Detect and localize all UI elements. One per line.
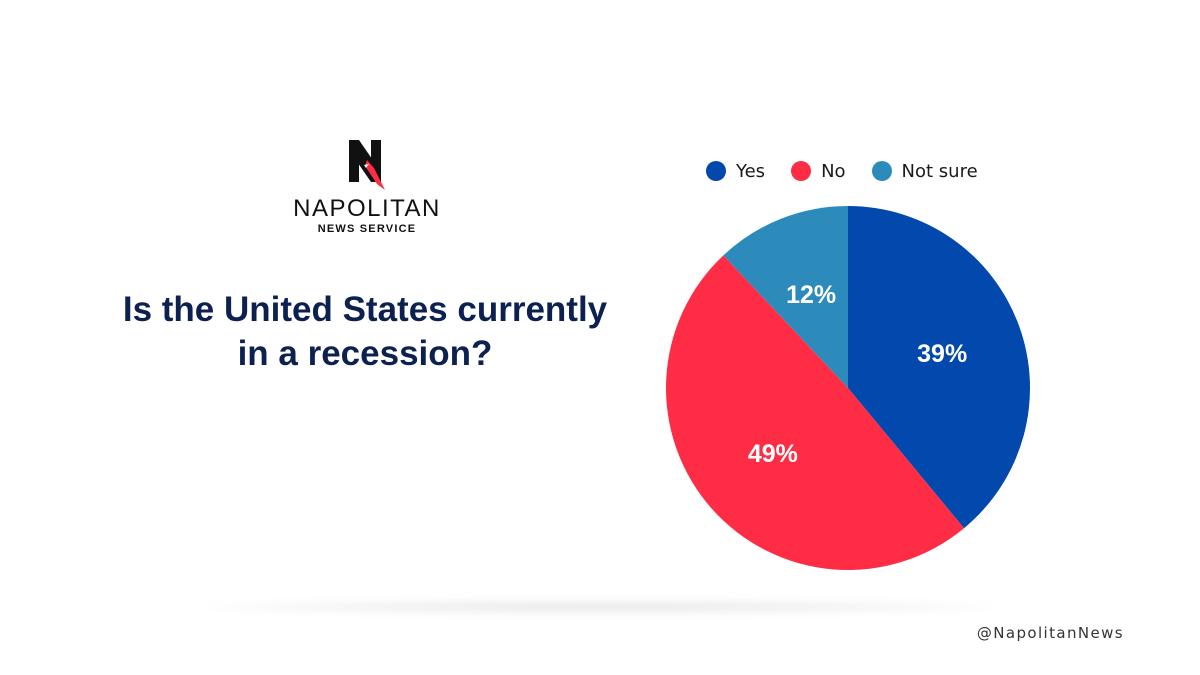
pie-label-not-sure: 12% <box>786 281 836 309</box>
pie-chart: 39% 49% 12% <box>665 206 1030 571</box>
pie-slice-no <box>665 255 965 571</box>
legend-label-yes: Yes <box>736 160 766 182</box>
legend-swatch-yes <box>706 161 726 181</box>
pie-label-yes: 39% <box>917 340 967 368</box>
brand-subtitle: NEWS SERVICE <box>317 223 417 235</box>
card-shadow <box>200 600 1000 614</box>
napolitan-n-logo-icon <box>349 140 385 190</box>
pie-label-no: 49% <box>748 440 798 468</box>
legend-item-no: No <box>791 160 846 182</box>
legend-swatch-no <box>791 161 812 181</box>
social-handle: @NapolitanNews <box>976 624 1124 642</box>
legend-item-yes: Yes <box>706 161 765 182</box>
pie-slice-not-sure <box>723 206 848 388</box>
chart-legend: Yes No Not sure <box>706 158 1004 184</box>
legend-swatch-not-sure <box>871 161 892 181</box>
pie-slice-yes <box>848 206 1030 529</box>
chart-title: Is the United States currently in a rece… <box>122 290 608 373</box>
legend-label-no: No <box>821 160 846 182</box>
brand-logo: NAPOLITAN NEWS SERVICE <box>286 138 448 238</box>
legend-label-not-sure: Not sure <box>901 160 978 182</box>
brand-name: NAPOLITAN <box>293 195 441 222</box>
legend-item-not-sure: Not sure <box>871 160 978 182</box>
